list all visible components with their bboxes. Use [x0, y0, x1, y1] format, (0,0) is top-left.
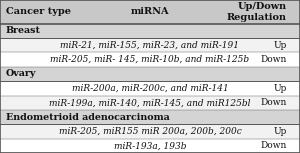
Text: miR-193a, 193b: miR-193a, 193b — [114, 141, 186, 150]
Text: Down: Down — [260, 55, 286, 64]
Bar — [0, 52, 300, 67]
Text: Endometrioid adenocarcinoma: Endometrioid adenocarcinoma — [6, 113, 170, 122]
Text: Breast: Breast — [6, 26, 41, 35]
Bar — [0, 110, 300, 124]
Text: miR-205, miR155 miR 200a, 200b, 200c: miR-205, miR155 miR 200a, 200b, 200c — [58, 127, 242, 136]
Text: miR-200a, miR-200c, and miR-141: miR-200a, miR-200c, and miR-141 — [72, 84, 228, 93]
Text: Up: Up — [273, 41, 286, 50]
Bar — [0, 95, 300, 110]
Text: Up/Down
Regulation: Up/Down Regulation — [226, 2, 286, 22]
Text: Down: Down — [260, 141, 286, 150]
Text: Cancer type: Cancer type — [6, 7, 71, 16]
Bar — [0, 139, 300, 153]
Bar — [0, 24, 300, 38]
Bar — [0, 0, 300, 24]
Text: Up: Up — [273, 127, 286, 136]
Text: Down: Down — [260, 98, 286, 107]
Text: Ovary: Ovary — [6, 69, 36, 78]
Text: miR-205, miR- 145, miR-10b, and miR-125b: miR-205, miR- 145, miR-10b, and miR-125b — [50, 55, 250, 64]
Bar — [0, 67, 300, 81]
Bar — [0, 81, 300, 95]
Text: miR-199a, miR-140, miR-145, and miR125bl: miR-199a, miR-140, miR-145, and miR125bl — [49, 98, 251, 107]
Text: miR-21, miR-155, miR-23, and miR-191: miR-21, miR-155, miR-23, and miR-191 — [61, 41, 239, 50]
Text: Up: Up — [273, 84, 286, 93]
Bar — [0, 38, 300, 52]
Bar — [0, 124, 300, 139]
Text: miRNA: miRNA — [131, 7, 169, 16]
